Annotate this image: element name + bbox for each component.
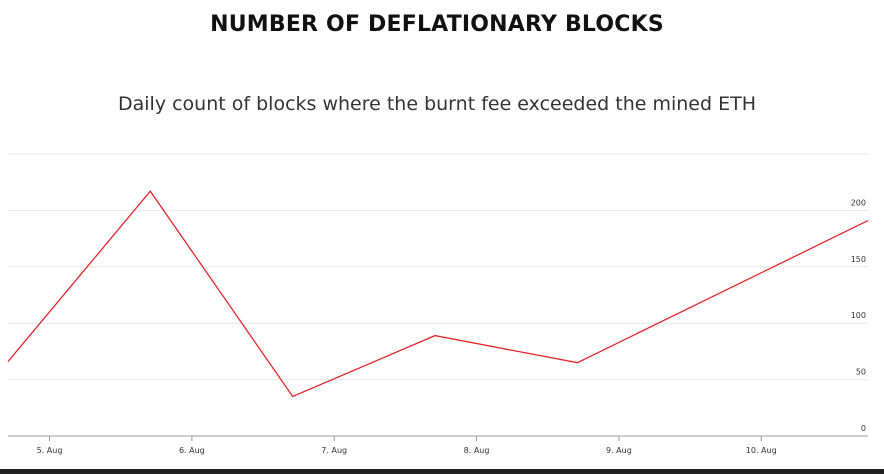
y-tick-label: 50 (856, 368, 866, 377)
y-tick-label: 0 (861, 424, 866, 433)
chart-title: NUMBER OF DEFLATIONARY BLOCKS (210, 12, 664, 37)
x-tick-label: 5. Aug (37, 446, 63, 455)
chart-subtitle: Daily count of blocks where the burnt fe… (118, 93, 756, 115)
bottom-border (0, 469, 884, 474)
x-tick-label: 6. Aug (179, 446, 205, 455)
y-tick-label: 100 (851, 311, 866, 320)
y-tick-label: 150 (851, 255, 866, 264)
x-tick-label: 9. Aug (606, 446, 632, 455)
series-line (7, 190, 869, 398)
x-tick-label: 10. Aug (746, 446, 777, 455)
x-tick-label: 8. Aug (464, 446, 490, 455)
y-tick-label: 200 (851, 198, 866, 207)
x-tick-label: 7. Aug (321, 446, 347, 455)
